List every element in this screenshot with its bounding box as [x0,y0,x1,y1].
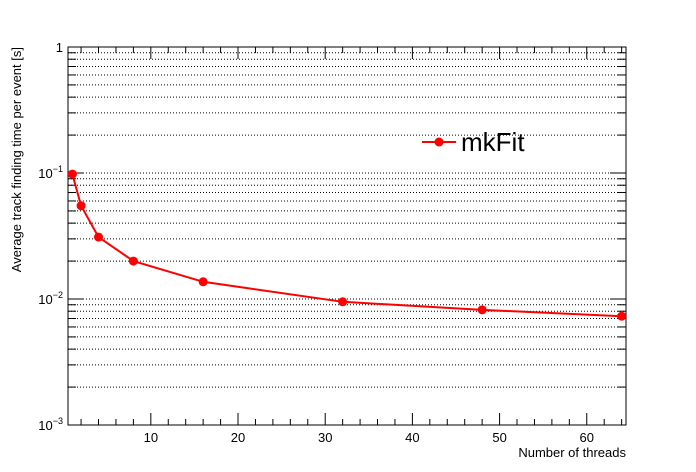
data-point [67,169,77,179]
x-tick-label: 30 [318,430,332,445]
data-point [198,277,208,287]
y-tick-label: 10−2 [38,290,63,307]
x-tick-label: 10 [144,430,158,445]
data-point [477,305,487,315]
y-tick-label: 10−1 [38,164,63,181]
legend-label: mkFit [461,127,525,157]
legend: mkFit [422,127,525,157]
y-tick-label: 1 [56,40,63,55]
axis-ticks [68,47,626,426]
x-tick-label: 50 [492,430,506,445]
plot-frame [67,46,627,426]
series-mkfit [67,169,627,321]
data-point [76,201,86,211]
tick-labels: 10 20 30 40 50 60 10−3 10−2 10−1 1 [38,40,594,445]
data-point [617,311,627,321]
series-line [71,173,622,318]
grid-lines [68,52,626,388]
y-axis-title: Average track finding time per event [s] [9,47,24,272]
data-point [128,256,138,266]
y-tick-label: 10−3 [38,416,63,433]
data-point [94,232,104,242]
x-tick-label: 40 [405,430,419,445]
x-tick-label: 60 [580,430,594,445]
legend-marker [434,137,444,147]
x-tick-label: 20 [231,430,245,445]
data-point [338,297,348,307]
x-axis-title: Number of threads [518,445,626,460]
